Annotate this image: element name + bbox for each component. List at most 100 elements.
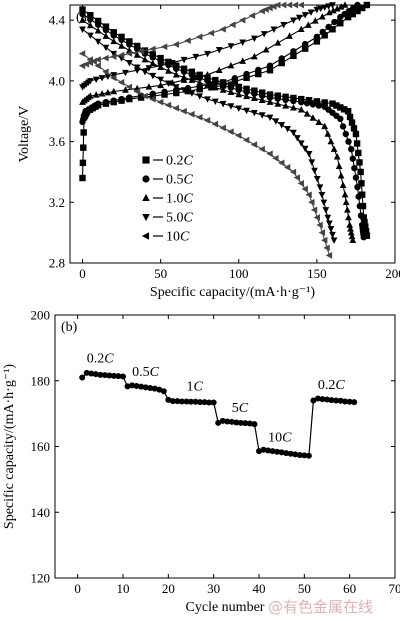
capacity-point <box>233 419 240 426</box>
10C-discharge-point <box>125 83 133 91</box>
0.5C-charge-point <box>126 94 133 101</box>
10C-discharge-point <box>133 88 140 95</box>
0.5C-discharge-point <box>351 164 358 172</box>
capacity-line <box>81 372 355 457</box>
0.5C-charge-point <box>331 18 338 26</box>
5.0C-charge-point <box>122 69 129 77</box>
0.5C-charge-point <box>325 23 332 31</box>
5.0C-discharge-point <box>211 98 219 106</box>
panel-b-x-tick-label: 40 <box>253 581 266 596</box>
capacity-point <box>169 398 176 405</box>
10C-charge-point <box>117 51 125 59</box>
10C-charge-point <box>297 1 304 9</box>
10C-charge-point <box>160 43 168 51</box>
10C-discharge-point <box>318 229 326 237</box>
0.5C-discharge-point <box>118 36 125 44</box>
capacity-point <box>197 399 204 406</box>
10C-charge-point <box>196 33 203 41</box>
1.0C-charge-point <box>297 25 305 33</box>
10C-discharge-point <box>293 174 301 181</box>
capacity-point <box>328 397 335 404</box>
0.5C-charge-point <box>110 97 117 104</box>
1.0C-discharge-point <box>102 32 110 39</box>
capacity-point <box>110 372 117 379</box>
capacity-point <box>278 449 285 456</box>
capacity-point <box>120 373 126 380</box>
0.5C-discharge-point <box>282 96 289 104</box>
1.0C-charge-point <box>318 13 326 20</box>
1.0C-discharge-point <box>327 137 335 145</box>
legend-label: 10C <box>166 230 190 245</box>
5.0C-charge-point <box>295 14 303 22</box>
panel-b-y-tick-label: 120 <box>31 571 51 586</box>
0.5C-discharge-point <box>356 202 364 210</box>
panel-b-x-tick-label: 60 <box>343 581 356 596</box>
0.5C-discharge-point <box>348 145 355 153</box>
0.2C-discharge-point <box>344 108 352 115</box>
panel-a-x-tick-label: 100 <box>229 266 249 281</box>
1.0C-discharge-point <box>141 55 149 63</box>
rate-annotation: 10C <box>268 431 292 446</box>
5.0C-discharge-point <box>322 207 330 214</box>
5.0C-charge-point <box>168 59 176 67</box>
0.5C-discharge-point <box>251 90 258 97</box>
0.2C-charge-point <box>266 67 274 74</box>
0.5C-discharge-point <box>309 101 317 108</box>
5.0C-discharge-point <box>141 69 149 76</box>
capacity-point <box>237 419 244 426</box>
5.0C-discharge-point <box>235 105 243 112</box>
0.5C-discharge-point <box>204 77 211 85</box>
10C-charge-point <box>279 1 287 9</box>
capacity-point <box>174 398 181 405</box>
5.0C-discharge-point <box>180 87 188 94</box>
0.5C-discharge-point <box>79 10 86 18</box>
0.2C-charge-point <box>278 59 285 67</box>
10C-discharge-point <box>272 154 279 162</box>
0.5C-discharge-point <box>243 88 250 96</box>
0.5C-discharge-point <box>339 123 347 130</box>
capacity-point <box>97 371 104 378</box>
series-0.5C <box>79 1 367 241</box>
5.0C-charge-point <box>157 62 164 70</box>
1.0C-discharge-point <box>94 27 102 34</box>
1.0C-discharge-point <box>274 100 282 107</box>
0.5C-charge-point <box>231 75 239 82</box>
5.0C-charge-point <box>98 75 106 82</box>
1.0C-charge-point <box>192 73 200 81</box>
0.2C-charge-point <box>290 52 297 60</box>
0.5C-discharge-point <box>290 97 297 105</box>
5.0C-charge-point <box>251 35 258 43</box>
panel-a-x-tick-label: 50 <box>154 266 167 281</box>
capacity-point <box>269 448 276 455</box>
10C-discharge-point <box>235 132 242 139</box>
5.0C-discharge-point <box>79 26 86 33</box>
0.5C-discharge-point <box>126 41 133 48</box>
panel-a-y-tick-label: 4.4 <box>49 13 66 28</box>
panel-a-x-tick-label: 0 <box>79 266 86 281</box>
0.2C-charge-point <box>80 129 87 136</box>
capacity-point <box>215 419 222 426</box>
capacity-point <box>342 398 349 405</box>
1.0C-discharge-point <box>266 98 274 105</box>
capacity-point <box>319 396 326 403</box>
1.0C-charge-point <box>341 1 349 8</box>
10C-charge-point <box>291 1 299 9</box>
10C-discharge-point <box>310 206 318 214</box>
legend-label: 0.2C <box>166 154 194 169</box>
5.0C-charge-point <box>301 12 309 19</box>
panel-a-y-tick-label: 2.8 <box>49 256 65 271</box>
1.0C-discharge-point <box>341 191 349 198</box>
1.0C-discharge-point <box>321 122 329 130</box>
0.5C-discharge-point <box>180 68 188 75</box>
panel-b-x-axis-label: Cycle number <box>186 600 265 615</box>
5.0C-discharge-point <box>293 135 301 142</box>
capacity-point <box>251 421 258 428</box>
legend-marker-triangle-left <box>141 232 150 240</box>
capacity-point <box>301 452 308 459</box>
5.0C-charge-point <box>317 5 325 13</box>
5.0C-charge-point <box>227 43 235 50</box>
10C-discharge-point <box>227 128 234 136</box>
5.0C-discharge-point <box>290 129 297 137</box>
capacity-point <box>210 399 217 406</box>
0.5C-charge-point <box>161 88 168 96</box>
